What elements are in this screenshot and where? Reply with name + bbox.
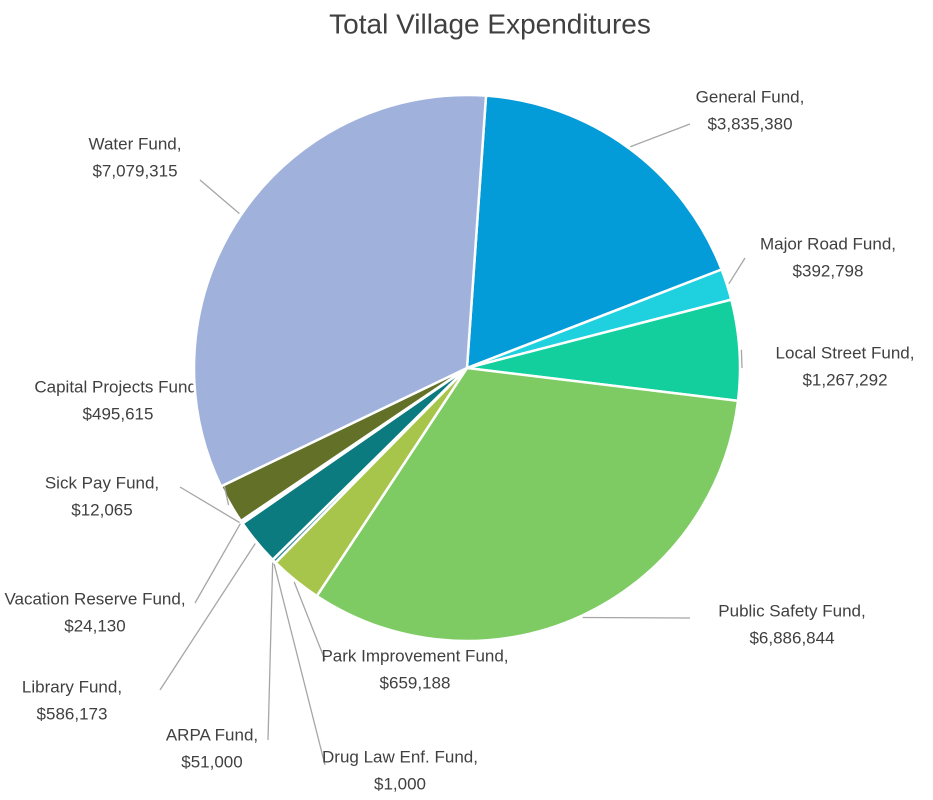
data-label-name: Water Fund, — [89, 134, 182, 153]
leader-line — [293, 581, 326, 661]
data-label-value: $12,065 — [71, 500, 132, 519]
data-label-name: Public Safety Fund, — [718, 601, 865, 620]
data-label-name: General Fund, — [696, 87, 805, 106]
data-label-value: $24,130 — [64, 616, 125, 635]
data-label-name: Park Improvement Fund, — [321, 646, 508, 665]
leader-line — [194, 523, 241, 604]
data-label-value: $7,079,315 — [92, 161, 177, 180]
pie-slice — [192, 93, 488, 489]
data-label-name: Vacation Reserve Fund, — [4, 589, 185, 608]
data-label-name: Capital Projects Fund, — [34, 377, 201, 396]
data-label-value: $3,835,380 — [707, 114, 792, 133]
leader-line — [267, 562, 274, 741]
data-label-name: Local Street Fund, — [776, 343, 915, 362]
leader-line — [179, 486, 240, 524]
data-label-value: $659,188 — [380, 673, 451, 692]
data-label-value: $1,267,292 — [802, 370, 887, 389]
data-label-value: $1,000 — [374, 774, 426, 793]
leader-line — [273, 563, 326, 766]
leader-line — [740, 349, 743, 369]
leader-line — [728, 257, 746, 285]
data-label-name: Sick Pay Fund, — [45, 473, 159, 492]
data-label-value: $495,615 — [83, 404, 154, 423]
leader-line — [199, 179, 240, 215]
leader-line — [630, 123, 691, 148]
data-label-value: $6,886,844 — [749, 628, 834, 647]
data-label-name: Major Road Fund, — [760, 234, 896, 253]
data-label-name: Library Fund, — [22, 677, 122, 696]
chart-title: Total Village Expenditures — [329, 8, 651, 39]
leader-line — [159, 543, 256, 691]
pie-slice — [465, 94, 724, 370]
data-label-name: Drug Law Enf. Fund, — [322, 747, 478, 766]
data-label-name: ARPA Fund, — [166, 725, 258, 744]
data-label-value: $392,798 — [793, 261, 864, 280]
data-label-value: $586,173 — [37, 704, 108, 723]
data-label-value: $51,000 — [181, 752, 242, 771]
